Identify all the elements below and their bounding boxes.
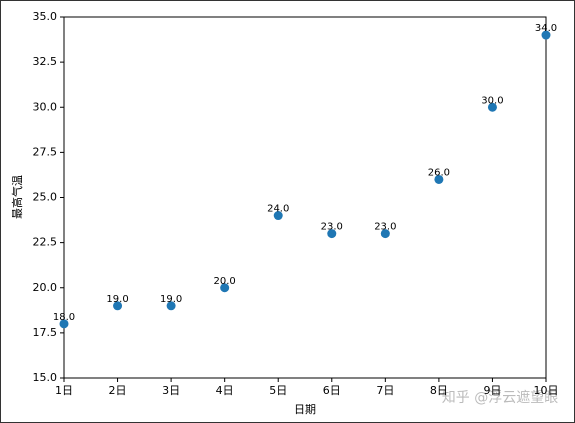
value-label: 18.0 <box>53 312 75 323</box>
y-tick-label: 20.0 <box>33 281 58 294</box>
x-tick-label: 9日 <box>483 384 501 397</box>
value-label: 23.0 <box>321 222 343 233</box>
value-label: 23.0 <box>374 222 396 233</box>
x-tick-label: 4日 <box>216 384 234 397</box>
point <box>434 174 444 184</box>
value-label: 30.0 <box>481 95 503 106</box>
value-label: 19.0 <box>106 294 128 305</box>
point <box>380 229 390 239</box>
point <box>113 301 123 311</box>
x-tick-label: 2日 <box>109 384 127 397</box>
value-label: 26.0 <box>428 167 450 178</box>
y-tick-label: 35.0 <box>33 10 58 23</box>
watermark: 知乎 @浮云遮望眼 <box>442 389 558 406</box>
x-tick-label: 6日 <box>323 384 341 397</box>
point <box>327 229 337 239</box>
x-tick-label: 8日 <box>430 384 448 397</box>
y-tick-label: 22.5 <box>33 236 58 249</box>
x-tick-label: 10日 <box>534 384 559 397</box>
point <box>487 102 497 112</box>
y-tick-label: 15.0 <box>33 371 58 384</box>
x-tick-label: 1日 <box>55 384 73 397</box>
value-label: 19.0 <box>160 294 182 305</box>
y-tick-label: 30.0 <box>33 100 58 113</box>
x-tick-label: 5日 <box>269 384 287 397</box>
x-axis-label: 日期 <box>294 403 316 416</box>
point <box>59 319 69 329</box>
y-axis-label: 最高气温 <box>10 175 24 219</box>
value-label: 20.0 <box>214 276 236 287</box>
x-tick-label: 3日 <box>162 384 180 397</box>
value-label: 34.0 <box>535 23 557 34</box>
point <box>166 301 176 311</box>
point <box>541 30 551 40</box>
point <box>220 283 230 293</box>
y-tick-label: 32.5 <box>33 55 58 68</box>
value-label: 24.0 <box>267 204 289 215</box>
x-tick-label: 7日 <box>376 384 394 397</box>
y-tick-label: 27.5 <box>33 145 58 158</box>
y-tick-label: 17.5 <box>33 326 58 339</box>
point <box>273 211 283 221</box>
y-tick-label: 25.0 <box>33 191 58 204</box>
